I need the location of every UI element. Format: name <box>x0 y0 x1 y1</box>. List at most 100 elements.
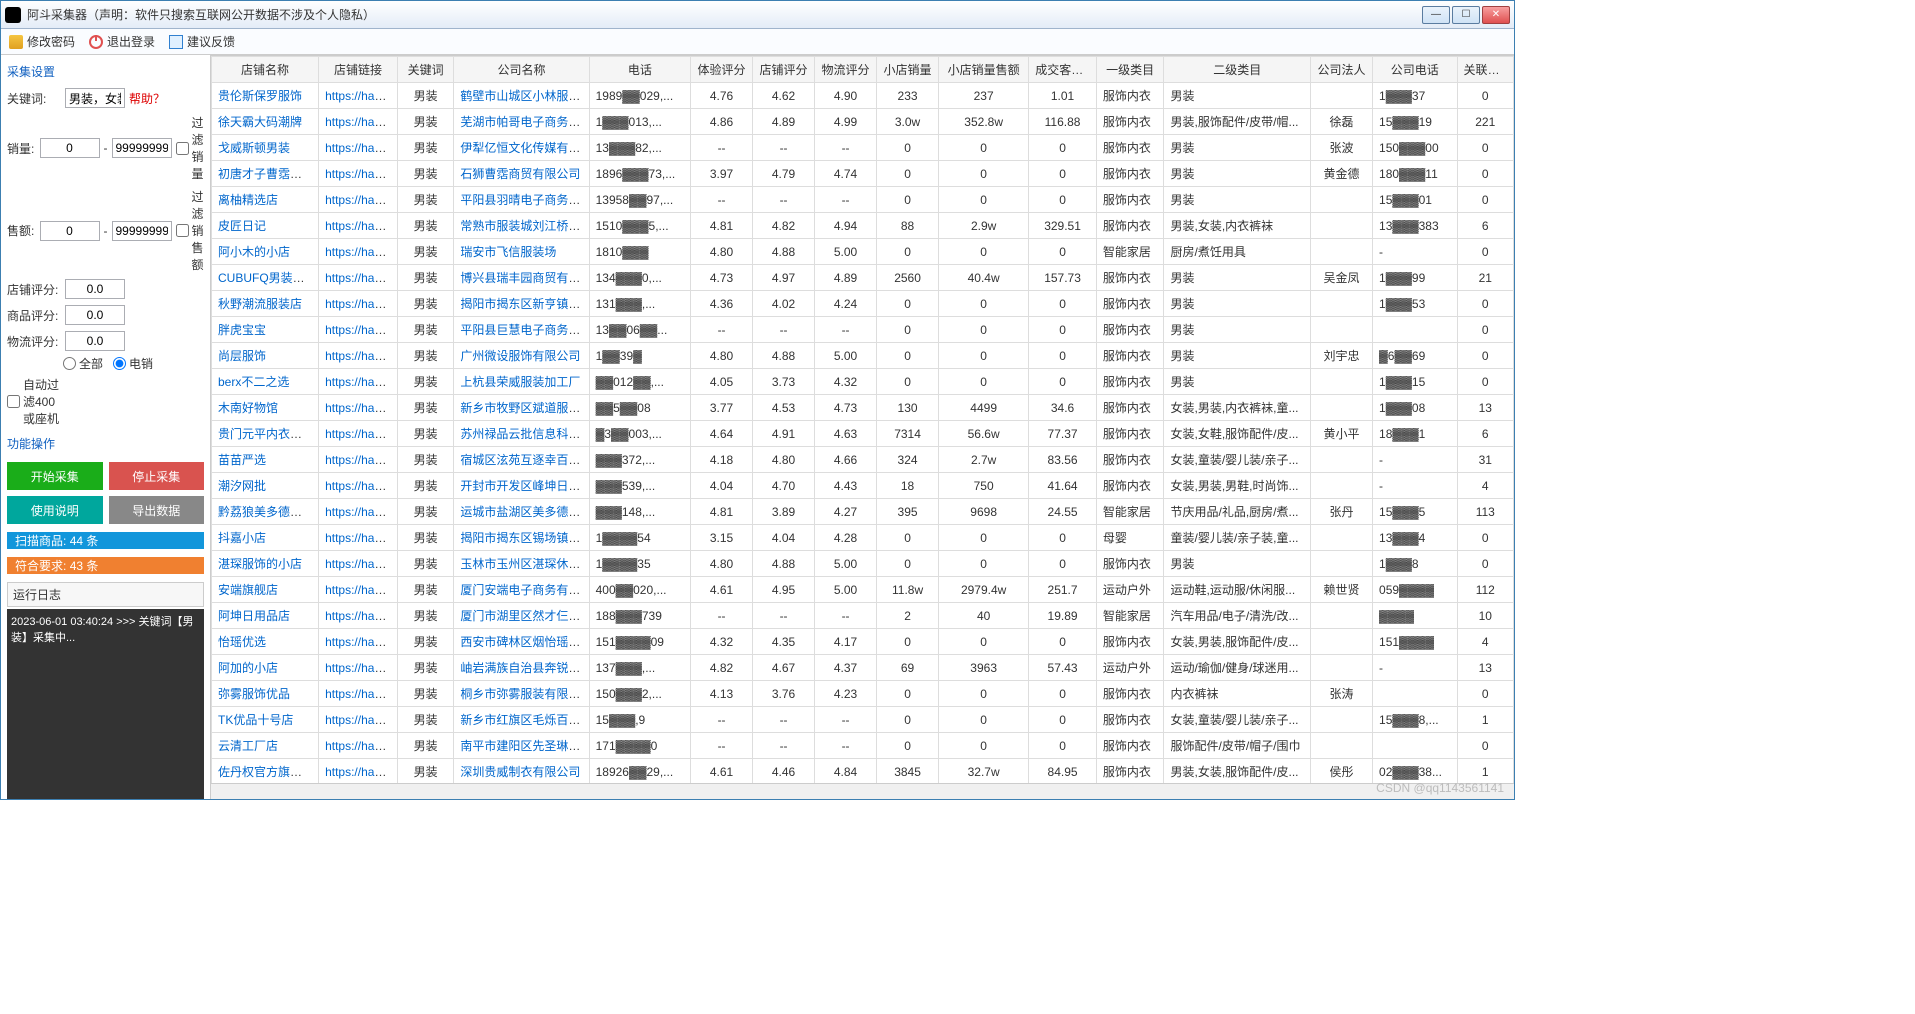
link-link[interactable]: https://haoh... <box>325 661 397 675</box>
keyword-input[interactable] <box>65 88 125 108</box>
link-link[interactable]: https://haoh... <box>325 557 397 571</box>
link-link[interactable]: https://haoh... <box>325 479 397 493</box>
link-link[interactable]: https://haoh... <box>325 297 397 311</box>
logout-button[interactable]: 退出登录 <box>89 33 155 50</box>
link-link[interactable]: https://haoh... <box>325 635 397 649</box>
link-company[interactable]: 新乡市红旗区毛烁百货店 <box>460 713 589 727</box>
link-company[interactable]: 新乡市牧野区斌道服饰... <box>460 401 589 415</box>
column-header[interactable]: 一级类目 <box>1096 57 1164 83</box>
feedback-button[interactable]: 建议反馈 <box>169 33 235 50</box>
link-shop[interactable]: 湛琛服饰的小店 <box>218 557 302 571</box>
link-shop[interactable]: 皮匠日记 <box>218 219 266 233</box>
column-header[interactable]: 体验评分 <box>691 57 753 83</box>
link-link[interactable]: https://haoh... <box>325 219 397 233</box>
revenue-max-input[interactable] <box>112 221 172 241</box>
link-shop[interactable]: 弥雾服饰优品 <box>218 687 290 701</box>
table-row[interactable]: 徐天霸大码潮牌https://haoh...男装芜湖市帕哥电子商务有...1▓▓… <box>212 109 1514 135</box>
link-company[interactable]: 厦门安端电子商务有限公司 <box>460 583 589 597</box>
link-shop[interactable]: 秋野潮流服装店 <box>218 297 302 311</box>
link-shop[interactable]: 黔荔狼美多德专卖店 <box>218 505 319 519</box>
logistics-score-input[interactable] <box>65 331 125 351</box>
table-row[interactable]: 木南好物馆https://haoh...男装新乡市牧野区斌道服饰...▓▓5▓▓… <box>212 395 1514 421</box>
shop-score-input[interactable] <box>65 279 125 299</box>
column-header[interactable]: 小店销量售额 <box>939 57 1029 83</box>
table-row[interactable]: 阿坤日用品店https://haoh...男装厦门市湖里区然才仨日...188▓… <box>212 603 1514 629</box>
filter-sales-checkbox[interactable]: 过滤销量 <box>176 114 205 182</box>
link-shop[interactable]: 阿小木的小店 <box>218 245 290 259</box>
link-company[interactable]: 瑞安市飞信服装场 <box>460 245 556 259</box>
link-company[interactable]: 常熟市服装城刘江桥服... <box>460 219 589 233</box>
table-row[interactable]: 离柚精选店https://haoh...男装平阳县羽晴电子商务商行13958▓▓… <box>212 187 1514 213</box>
table-row[interactable]: 佐丹权官方旗舰店https://haoh...男装深圳贵威制衣有限公司18926… <box>212 759 1514 784</box>
data-grid[interactable]: 店铺名称店铺链接关键词公司名称电话体验评分店铺评分物流评分小店销量小店销量售额成… <box>211 55 1514 783</box>
link-link[interactable]: https://haoh... <box>325 401 397 415</box>
link-shop[interactable]: 徐天霸大码潮牌 <box>218 115 302 129</box>
product-score-input[interactable] <box>65 305 125 325</box>
link-link[interactable]: https://haoh... <box>325 739 397 753</box>
start-button[interactable]: 开始采集 <box>7 462 103 490</box>
sales-max-input[interactable] <box>112 138 172 158</box>
table-row[interactable]: 胖虎宝宝https://haoh...男装平阳县巨慧电子商务商行13▓▓06▓▓… <box>212 317 1514 343</box>
link-link[interactable]: https://haoh... <box>325 427 397 441</box>
link-link[interactable]: https://haoh... <box>325 505 397 519</box>
link-shop[interactable]: 初唐才子曹霑商贸... <box>218 167 319 181</box>
table-row[interactable]: 初唐才子曹霑商贸...https://haoh...男装石狮曹霑商贸有限公司18… <box>212 161 1514 187</box>
help-link[interactable]: 帮助？ <box>129 90 165 107</box>
table-row[interactable]: 怡瑶优选https://haoh...男装西安市碑林区烟怡瑶百...151▓▓▓… <box>212 629 1514 655</box>
link-company[interactable]: 鹤壁市山城区小林服饰店 <box>460 89 589 103</box>
table-row[interactable]: CUBUFQ男装旗舰店https://haoh...男装博兴县瑞丰园商贸有限公司… <box>212 265 1514 291</box>
link-shop[interactable]: 尚层服饰 <box>218 349 266 363</box>
link-shop[interactable]: 阿坤日用品店 <box>218 609 290 623</box>
link-company[interactable]: 厦门市湖里区然才仨日... <box>460 609 589 623</box>
link-shop[interactable]: TK优品十号店 <box>218 713 293 727</box>
link-company[interactable]: 宿城区泫苑互逐幸百货商行 <box>460 453 589 467</box>
link-company[interactable]: 揭阳市揭东区新亨镇摄... <box>460 297 589 311</box>
link-link[interactable]: https://haoh... <box>325 531 397 545</box>
link-link[interactable]: https://haoh... <box>325 167 397 181</box>
link-shop[interactable]: 木南好物馆 <box>218 401 278 415</box>
link-link[interactable]: https://haoh... <box>325 115 397 129</box>
link-shop[interactable]: 佐丹权官方旗舰店 <box>218 765 314 779</box>
link-link[interactable]: https://haoh... <box>325 349 397 363</box>
link-link[interactable]: https://haoh... <box>325 89 397 103</box>
column-header[interactable]: 公司法人 <box>1311 57 1373 83</box>
link-link[interactable]: https://haoh... <box>325 765 397 779</box>
link-company[interactable]: 开封市开发区峰坤日用... <box>460 479 589 493</box>
link-link[interactable]: https://haoh... <box>325 583 397 597</box>
maximize-button[interactable]: ☐ <box>1452 6 1480 24</box>
link-company[interactable]: 运城市盐湖区美多德电... <box>460 505 589 519</box>
link-company[interactable]: 苏州禄品云批信息科技... <box>460 427 589 441</box>
link-shop[interactable]: 胖虎宝宝 <box>218 323 266 337</box>
radio-all[interactable]: 全部 <box>63 355 103 372</box>
link-link[interactable]: https://haoh... <box>325 375 397 389</box>
table-row[interactable]: berx不二之选https://haoh...男装上杭县荣威服装加工厂▓▓012… <box>212 369 1514 395</box>
table-row[interactable]: 戈威斯顿男装https://haoh...男装伊犁亿恒文化传媒有限公司13▓▓▓… <box>212 135 1514 161</box>
link-company[interactable]: 深圳贵威制衣有限公司 <box>460 765 580 779</box>
link-company[interactable]: 南平市建阳区先圣琳百... <box>460 739 589 753</box>
link-shop[interactable]: 潮汐网批 <box>218 479 266 493</box>
link-shop[interactable]: 怡瑶优选 <box>218 635 266 649</box>
manual-button[interactable]: 使用说明 <box>7 496 103 524</box>
column-header[interactable]: 电话 <box>589 57 690 83</box>
radio-dianshang[interactable]: 电销 <box>113 355 153 372</box>
link-shop[interactable]: 戈威斯顿男装 <box>218 141 290 155</box>
column-header[interactable]: 公司名称 <box>454 57 589 83</box>
link-company[interactable]: 芜湖市帕哥电子商务有... <box>460 115 589 129</box>
link-company[interactable]: 平阳县巨慧电子商务商行 <box>460 323 589 337</box>
table-row[interactable]: 苗苗严选https://haoh...男装宿城区泫苑互逐幸百货商行▓▓▓372,… <box>212 447 1514 473</box>
table-row[interactable]: 湛琛服饰的小店https://haoh...男装玉林市玉州区湛琛休闲...1▓▓… <box>212 551 1514 577</box>
column-header[interactable]: 关联视频 <box>1457 57 1513 83</box>
link-shop[interactable]: CUBUFQ男装旗舰店 <box>218 271 319 285</box>
link-company[interactable]: 博兴县瑞丰园商贸有限公司 <box>460 271 589 285</box>
link-link[interactable]: https://haoh... <box>325 141 397 155</box>
link-link[interactable]: https://haoh... <box>325 245 397 259</box>
filter-revenue-checkbox[interactable]: 过滤销售额 <box>176 188 205 273</box>
change-password-button[interactable]: 修改密码 <box>9 33 75 50</box>
link-shop[interactable]: 云清工厂店 <box>218 739 278 753</box>
link-company[interactable]: 桐乡市弥雾服装有限公司 <box>460 687 589 701</box>
link-company[interactable]: 伊犁亿恒文化传媒有限公司 <box>460 141 589 155</box>
link-link[interactable]: https://haoh... <box>325 453 397 467</box>
sales-min-input[interactable] <box>40 138 100 158</box>
column-header[interactable]: 公司电话 <box>1373 57 1458 83</box>
column-header[interactable]: 店铺评分 <box>753 57 815 83</box>
